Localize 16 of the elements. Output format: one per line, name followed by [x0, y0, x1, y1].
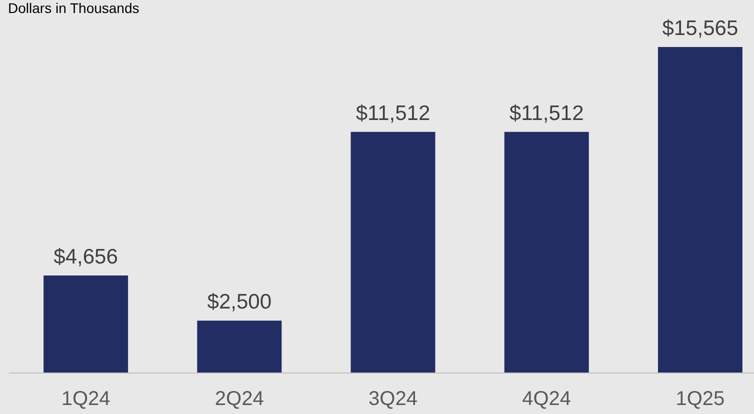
chart-subtitle: Dollars in Thousands — [8, 0, 140, 16]
x-tick-label: 4Q24 — [522, 388, 572, 410]
data-label: $15,565 — [662, 17, 738, 40]
data-label: $2,500 — [207, 290, 272, 314]
x-tick-label: 2Q24 — [214, 388, 264, 410]
x-tick-label: 3Q24 — [368, 388, 418, 410]
x-tick-label: 1Q25 — [676, 388, 725, 410]
bar — [504, 132, 589, 373]
x-tick-label: 1Q24 — [61, 388, 110, 410]
bar — [197, 320, 282, 373]
data-label: $11,512 — [356, 102, 430, 125]
bar — [44, 275, 128, 373]
bar — [350, 132, 436, 373]
data-label: $4,656 — [54, 245, 118, 268]
bar — [658, 47, 742, 373]
data-label: $11,512 — [509, 102, 584, 125]
